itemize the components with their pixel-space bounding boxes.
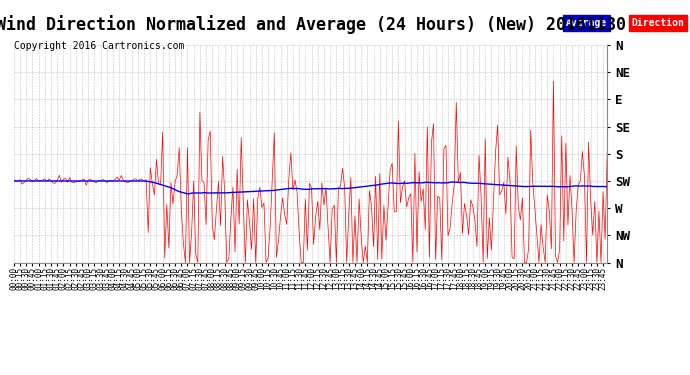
Text: Copyright 2016 Cartronics.com: Copyright 2016 Cartronics.com	[14, 41, 184, 51]
Text: Direction: Direction	[631, 18, 684, 28]
Text: Average: Average	[566, 18, 607, 28]
Text: Wind Direction Normalized and Average (24 Hours) (New) 20161130: Wind Direction Normalized and Average (2…	[0, 15, 626, 34]
